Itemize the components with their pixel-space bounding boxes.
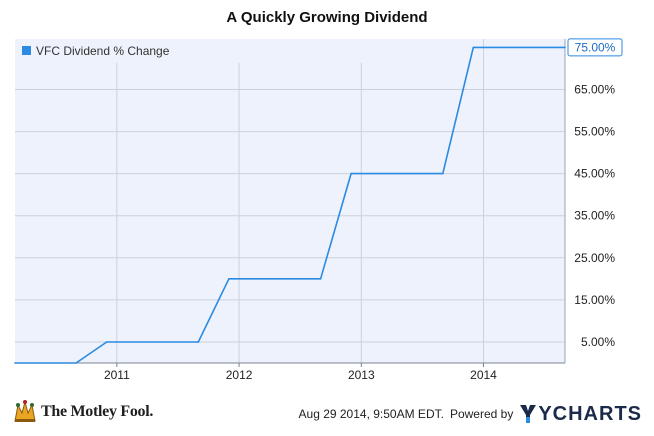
last-value-badge: 75.00% [567,38,623,57]
data-point [350,172,352,175]
data-point [564,46,566,49]
vertical-grid [116,39,485,367]
line-chart: 2011 2012 2013 2014 5.00% 15.00% 25.00% 35.00%… [14,38,623,382]
y-tick-label: 45.00% [574,167,615,181]
y-tick-label: 65.00% [574,82,615,96]
data-point [472,46,475,49]
motley-fool-brand: The Motley Fool. [12,399,153,425]
x-tick-label: 2013 [348,368,375,382]
legend: VFC Dividend % Change [15,39,433,63]
brand-name: The Motley Fool. [41,403,154,420]
data-point [197,341,200,343]
plot-area [15,39,565,363]
data-point [228,278,230,280]
y-tick-label: 55.00% [574,125,615,139]
data-point [441,172,444,175]
series-layer [14,46,566,364]
ycharts-logo[interactable]: YCHARTS [519,403,642,426]
y-tick-label: 15.00% [574,293,615,307]
ycharts-wordmark: YCHARTS [538,402,642,425]
ycharts-y-icon [520,405,537,423]
x-tick-label: 2011 [104,368,130,382]
y-tick-label: 25.00% [574,251,615,265]
y-axis-labels: 5.00% 15.00% 25.00% 35.00% 45.00% 55.00% 65.00… [574,82,615,348]
x-tick-label: 2014 [470,368,497,382]
timestamp: Aug 29 2014, 9:50AM EDT. [298,407,444,421]
data-point [75,362,77,364]
y-tick-label: 5.00% [581,335,615,349]
jester-hat-icon [14,400,36,422]
powered-by-label: Powered by [449,407,514,421]
data-point [105,341,108,343]
data-point [319,278,322,280]
x-axis-labels: 2011 2012 2013 2014 [104,368,497,382]
last-value-label: 75.00% [575,40,616,54]
legend-swatch [22,46,31,55]
legend-label[interactable]: VFC Dividend % Change [36,44,170,58]
attribution: Aug 29 2014, 9:50AM EDT. Powered by YCHA… [299,401,642,427]
x-tick-label: 2012 [226,368,253,382]
y-tick-label: 35.00% [574,209,615,223]
series-line[interactable] [15,46,565,364]
data-point [14,362,16,364]
chart-title: A Quickly Growing Dividend [226,9,428,26]
